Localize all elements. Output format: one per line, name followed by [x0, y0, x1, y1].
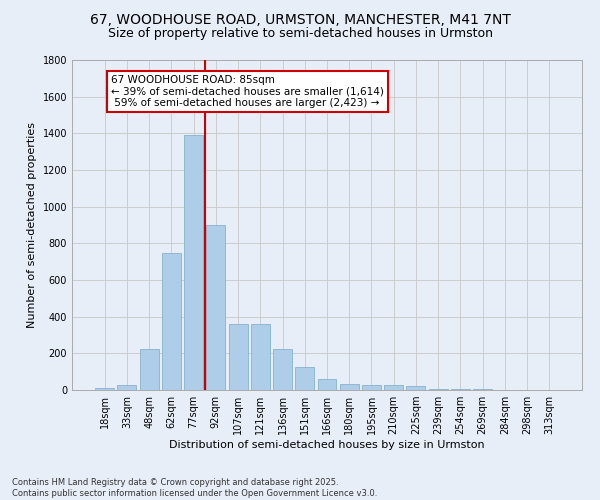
- Bar: [206, 225, 225, 390]
- Bar: [140, 349, 158, 390]
- Bar: [429, 389, 448, 390]
- Y-axis label: Number of semi-detached properties: Number of semi-detached properties: [27, 122, 37, 328]
- Bar: [95, 388, 114, 390]
- Text: 67, WOODHOUSE ROAD, URMSTON, MANCHESTER, M41 7NT: 67, WOODHOUSE ROAD, URMSTON, MANCHESTER,…: [89, 12, 511, 26]
- Bar: [362, 384, 381, 390]
- Bar: [451, 389, 470, 390]
- Bar: [406, 386, 425, 390]
- Bar: [384, 384, 403, 390]
- Bar: [229, 324, 248, 390]
- Bar: [251, 324, 270, 390]
- Text: 67 WOODHOUSE ROAD: 85sqm
← 39% of semi-detached houses are smaller (1,614)
 59% : 67 WOODHOUSE ROAD: 85sqm ← 39% of semi-d…: [112, 74, 384, 108]
- Text: Contains HM Land Registry data © Crown copyright and database right 2025.
Contai: Contains HM Land Registry data © Crown c…: [12, 478, 377, 498]
- X-axis label: Distribution of semi-detached houses by size in Urmston: Distribution of semi-detached houses by …: [169, 440, 485, 450]
- Bar: [273, 349, 292, 390]
- Bar: [295, 367, 314, 390]
- Text: Size of property relative to semi-detached houses in Urmston: Size of property relative to semi-detach…: [107, 28, 493, 40]
- Bar: [184, 135, 203, 390]
- Bar: [317, 379, 337, 390]
- Bar: [340, 384, 359, 390]
- Bar: [162, 252, 181, 390]
- Bar: [118, 386, 136, 390]
